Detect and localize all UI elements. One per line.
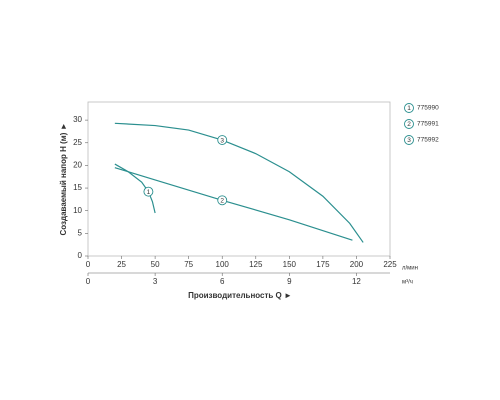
legend-marker-label: 1 bbox=[407, 105, 411, 112]
x-tick-label: 75 bbox=[184, 260, 193, 269]
y-tick-label: 10 bbox=[73, 206, 82, 215]
x-unit: л/мин bbox=[402, 266, 418, 272]
legend-marker-label: 2 bbox=[407, 121, 411, 128]
legend-label: 775990 bbox=[417, 105, 439, 112]
curve-marker bbox=[143, 186, 154, 197]
curve-marker-label: 3 bbox=[220, 137, 224, 144]
x-tick-label: 175 bbox=[316, 260, 330, 269]
legend-label: 775991 bbox=[417, 121, 439, 128]
x-tick-label: 100 bbox=[216, 260, 230, 269]
series-line bbox=[114, 122, 364, 243]
legend-marker bbox=[404, 119, 414, 129]
x-tick-label: 25 bbox=[117, 260, 126, 269]
y-tick-label: 25 bbox=[73, 138, 82, 147]
x-tick-label: 225 bbox=[383, 260, 397, 269]
legend-marker-label: 3 bbox=[407, 137, 411, 144]
curve-marker bbox=[217, 195, 228, 206]
x2-tick-label: 6 bbox=[220, 277, 225, 286]
x-tick-label: 150 bbox=[283, 260, 297, 269]
plot-frame bbox=[87, 101, 391, 257]
legend-marker bbox=[404, 135, 414, 145]
x-tick-label: 125 bbox=[249, 260, 263, 269]
curve-marker-label: 1 bbox=[147, 189, 151, 196]
x2-tick-label: 9 bbox=[287, 277, 292, 286]
x2-tick-label: 12 bbox=[352, 277, 361, 286]
y-tick-label: 30 bbox=[73, 115, 82, 124]
y-axis-label: Создаваемый напор Н (м) ► bbox=[59, 122, 68, 235]
y-tick-label: 15 bbox=[73, 183, 82, 192]
curve-marker bbox=[217, 135, 228, 145]
legend-label: 775992 bbox=[417, 137, 439, 144]
x-tick-label: 50 bbox=[151, 260, 160, 269]
series-line bbox=[114, 167, 353, 241]
legend-marker bbox=[404, 103, 414, 113]
x-tick-label: 0 bbox=[86, 260, 91, 269]
x2-tick-label: 0 bbox=[86, 277, 91, 286]
y-tick-label: 0 bbox=[78, 251, 83, 260]
x2-unit: м³/ч bbox=[402, 280, 413, 286]
x2-tick-label: 3 bbox=[153, 277, 158, 286]
x-axis-label: Производительность Q ► bbox=[188, 291, 292, 300]
x-tick-label: 200 bbox=[350, 260, 364, 269]
curve-marker-label: 2 bbox=[220, 198, 224, 205]
y-tick-label: 5 bbox=[78, 228, 83, 237]
y-tick-label: 20 bbox=[73, 161, 82, 170]
